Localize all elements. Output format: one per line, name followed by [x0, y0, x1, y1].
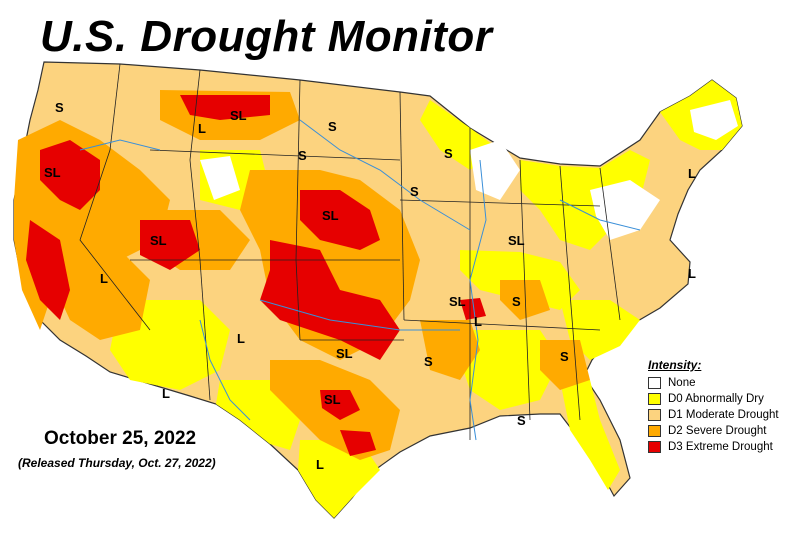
- legend-label: D0 Abnormally Dry: [668, 393, 764, 405]
- legend-title: Intensity:: [648, 358, 702, 372]
- legend-swatch: [648, 377, 661, 389]
- impact-label: L: [100, 271, 108, 286]
- impact-label: S: [512, 294, 521, 309]
- impact-labels: S SL L SL S SL L SL S SL S SL S L L SL L…: [44, 100, 696, 472]
- legend-item-none: None: [648, 375, 798, 391]
- impact-label: S: [424, 354, 433, 369]
- impact-label: S: [410, 184, 419, 199]
- release-note: (Released Thursday, Oct. 27, 2022): [18, 456, 216, 470]
- legend-item-d3: D3 Extreme Drought: [648, 439, 798, 455]
- legend-label: None: [668, 377, 696, 389]
- map-title: U.S. Drought Monitor: [40, 12, 493, 61]
- legend: Intensity: None D0 Abnormally Dry D1 Mod…: [648, 358, 798, 455]
- map-date: October 25, 2022: [44, 428, 197, 449]
- impact-label: S: [517, 413, 526, 428]
- d3-zones: [26, 95, 486, 456]
- legend-item-d1: D1 Moderate Drought: [648, 407, 798, 423]
- impact-label: L: [688, 266, 696, 281]
- impact-label: SL: [150, 233, 167, 248]
- legend-swatch: [648, 441, 661, 453]
- legend-swatch: [648, 393, 661, 405]
- legend-swatch: [648, 409, 661, 421]
- rivers: [79, 119, 641, 441]
- impact-label: S: [298, 148, 307, 163]
- impact-label: L: [474, 314, 482, 329]
- impact-label: S: [328, 119, 337, 134]
- impact-label: L: [237, 331, 245, 346]
- legend-label: D3 Extreme Drought: [668, 441, 773, 453]
- impact-label: L: [162, 386, 170, 401]
- impact-label: SL: [336, 346, 353, 361]
- legend-item-d2: D2 Severe Drought: [648, 423, 798, 439]
- impact-label: SL: [44, 165, 61, 180]
- impact-label: S: [444, 146, 453, 161]
- legend-swatch: [648, 425, 661, 437]
- impact-label: L: [198, 121, 206, 136]
- impact-label: SL: [508, 233, 525, 248]
- impact-label: SL: [449, 294, 466, 309]
- impact-label: SL: [322, 208, 339, 223]
- impact-label: SL: [324, 392, 341, 407]
- impact-label: S: [560, 349, 569, 364]
- impact-label: L: [688, 166, 696, 181]
- impact-label: L: [316, 457, 324, 472]
- legend-label: D2 Severe Drought: [668, 425, 767, 437]
- impact-label: SL: [230, 108, 247, 123]
- legend-item-d0: D0 Abnormally Dry: [648, 391, 798, 407]
- impact-label: S: [55, 100, 64, 115]
- state-lines: [79, 63, 621, 440]
- legend-label: D1 Moderate Drought: [668, 409, 779, 421]
